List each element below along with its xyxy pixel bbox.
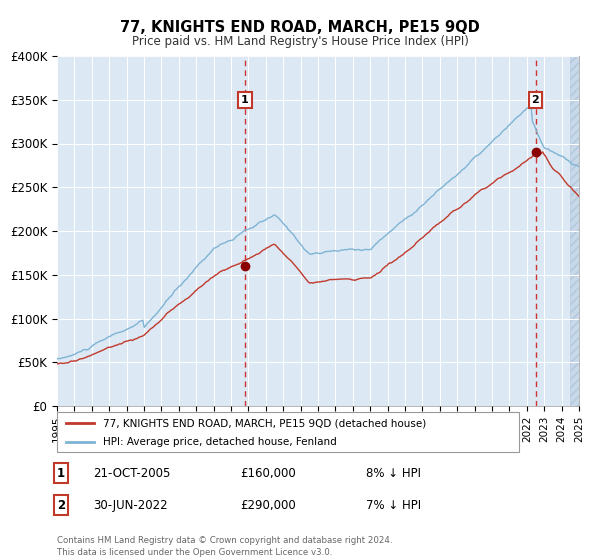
Text: Contains HM Land Registry data © Crown copyright and database right 2024.
This d: Contains HM Land Registry data © Crown c… (57, 536, 392, 557)
Text: HPI: Average price, detached house, Fenland: HPI: Average price, detached house, Fenl… (103, 437, 337, 447)
Text: 77, KNIGHTS END ROAD, MARCH, PE15 9QD (detached house): 77, KNIGHTS END ROAD, MARCH, PE15 9QD (d… (103, 418, 427, 428)
Text: £290,000: £290,000 (240, 498, 296, 512)
Text: 21-OCT-2005: 21-OCT-2005 (93, 466, 170, 480)
Text: 7% ↓ HPI: 7% ↓ HPI (366, 498, 421, 512)
Text: 2: 2 (532, 95, 539, 105)
Text: 8% ↓ HPI: 8% ↓ HPI (366, 466, 421, 480)
Text: 1: 1 (241, 95, 249, 105)
FancyBboxPatch shape (57, 412, 519, 452)
Text: 2: 2 (57, 498, 65, 512)
Text: 30-JUN-2022: 30-JUN-2022 (93, 498, 167, 512)
Text: Price paid vs. HM Land Registry's House Price Index (HPI): Price paid vs. HM Land Registry's House … (131, 35, 469, 48)
Text: 1: 1 (57, 466, 65, 480)
Text: £160,000: £160,000 (240, 466, 296, 480)
Text: 77, KNIGHTS END ROAD, MARCH, PE15 9QD: 77, KNIGHTS END ROAD, MARCH, PE15 9QD (120, 20, 480, 35)
